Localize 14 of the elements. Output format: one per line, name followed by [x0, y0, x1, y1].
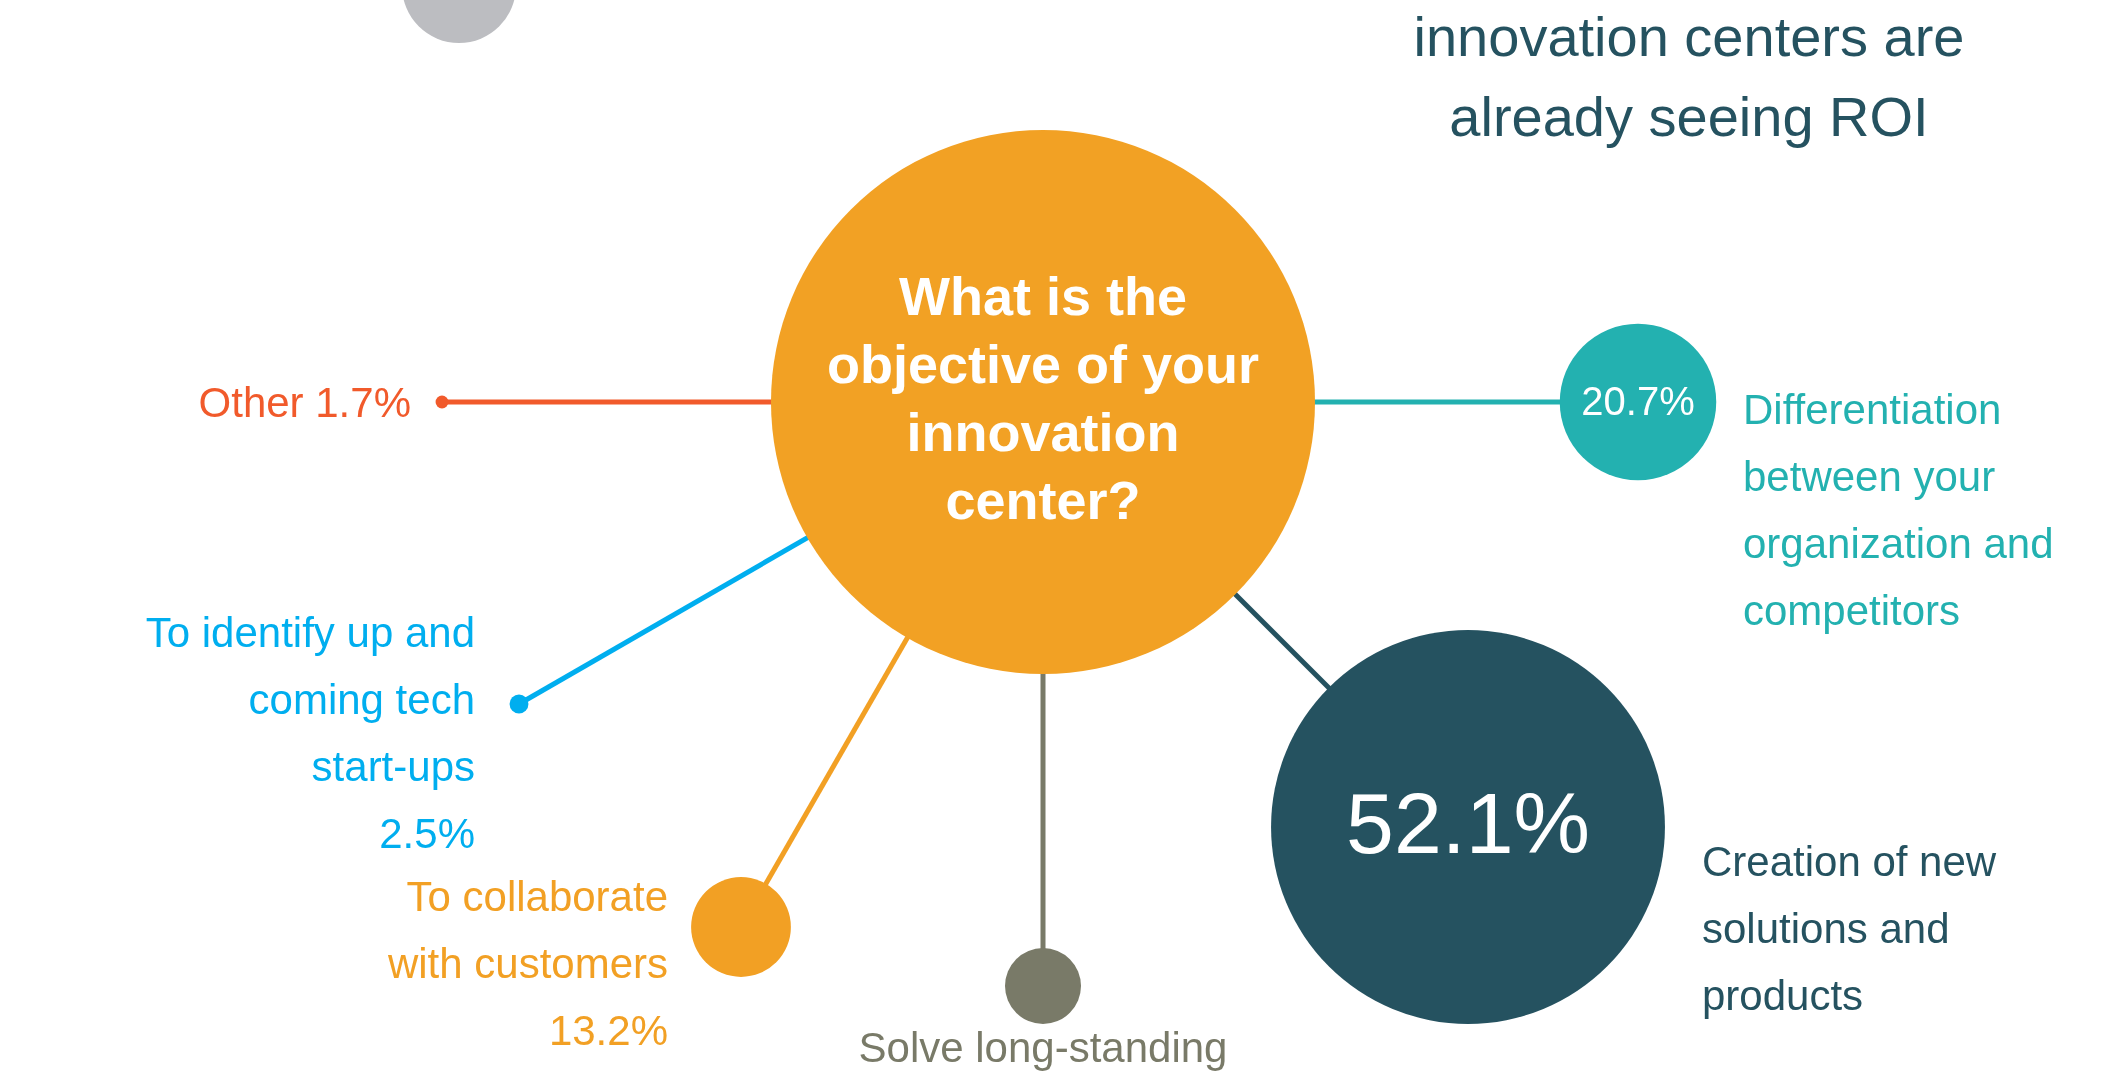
category-label: Solve long-standing	[858, 1024, 1228, 1071]
category-label: Other	[198, 379, 304, 426]
data-label: 1.7%	[315, 379, 411, 426]
text: What is the objective of your innovation center?	[826, 265, 1260, 530]
data-label: 20.7%	[1581, 379, 1695, 424]
text: innovation centers are	[1413, 5, 1965, 68]
category-label: To identify up and coming tech start-ups	[145, 609, 475, 790]
data-label: 2.5%	[379, 810, 475, 857]
data-label: 52.1%	[1346, 774, 1590, 871]
category-label: Creation of new solutions and products	[1702, 838, 1997, 1019]
data-label: 13.2%	[548, 1007, 668, 1054]
category-label: To collaborate with customers	[386, 873, 668, 987]
category-label: Differentiation between your organization and competitors	[1743, 386, 2054, 634]
text: already seeing ROI	[1449, 85, 1929, 148]
